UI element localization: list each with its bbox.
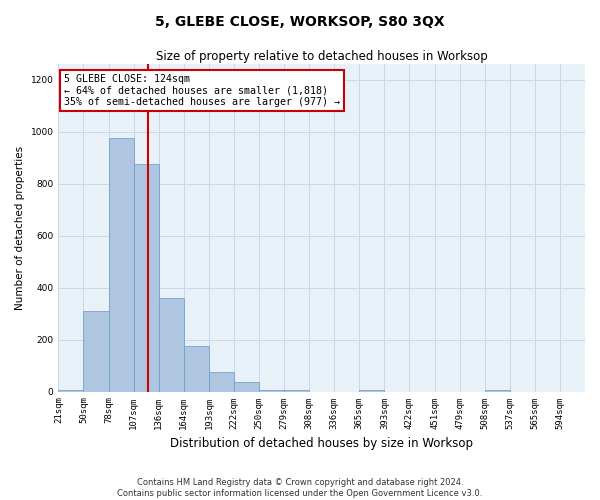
Bar — [234, 382, 259, 392]
Title: Size of property relative to detached houses in Worksop: Size of property relative to detached ho… — [156, 50, 488, 63]
Bar — [284, 390, 309, 392]
Bar — [58, 390, 83, 392]
X-axis label: Distribution of detached houses by size in Worksop: Distribution of detached houses by size … — [170, 437, 473, 450]
Bar — [109, 138, 134, 392]
Bar — [259, 390, 284, 392]
Bar — [184, 346, 209, 392]
Bar — [83, 311, 109, 392]
Bar — [485, 390, 510, 392]
Text: Contains HM Land Registry data © Crown copyright and database right 2024.
Contai: Contains HM Land Registry data © Crown c… — [118, 478, 482, 498]
Bar — [134, 164, 159, 392]
Bar — [159, 298, 184, 392]
Bar — [359, 390, 385, 392]
Y-axis label: Number of detached properties: Number of detached properties — [15, 146, 25, 310]
Text: 5 GLEBE CLOSE: 124sqm
← 64% of detached houses are smaller (1,818)
35% of semi-d: 5 GLEBE CLOSE: 124sqm ← 64% of detached … — [64, 74, 340, 107]
Text: 5, GLEBE CLOSE, WORKSOP, S80 3QX: 5, GLEBE CLOSE, WORKSOP, S80 3QX — [155, 15, 445, 29]
Bar — [209, 372, 234, 392]
